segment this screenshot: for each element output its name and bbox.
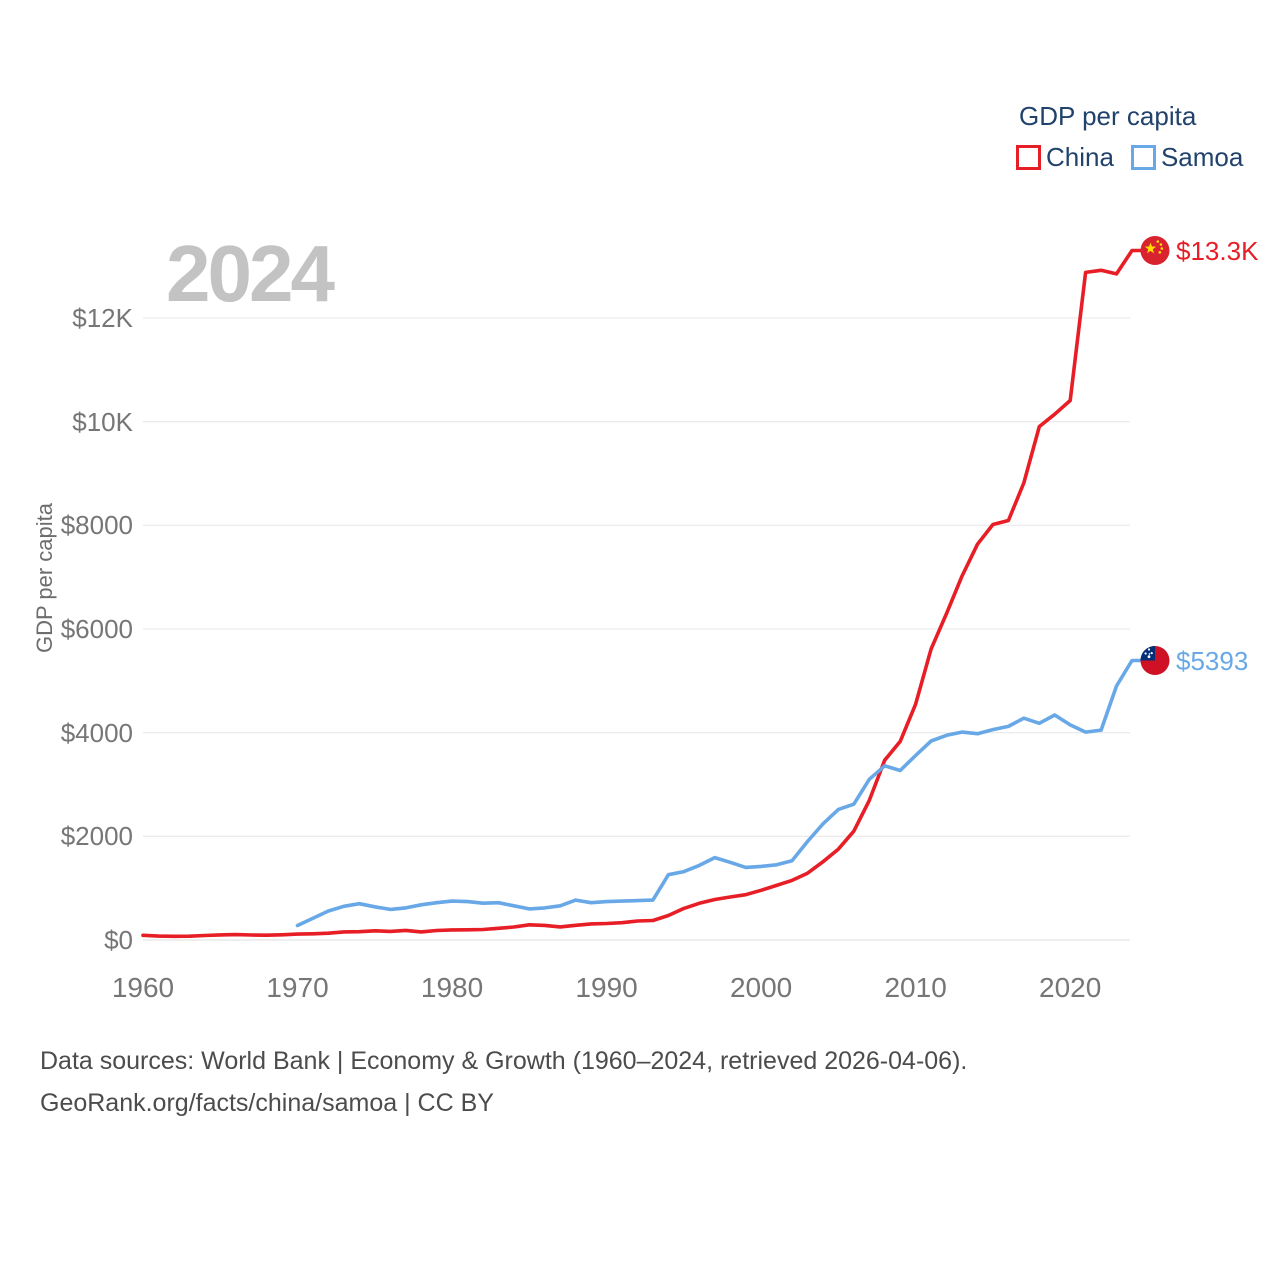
legend-label-samoa: Samoa	[1160, 142, 1244, 172]
x-tick-2010: 2010	[884, 972, 947, 1003]
china-line[interactable]	[141, 248, 1149, 939]
x-tick-2020: 2020	[1039, 972, 1102, 1003]
china-swatch-icon	[1016, 145, 1041, 170]
samoa-line[interactable]	[295, 658, 1149, 928]
y-tick-10k: $10K	[72, 406, 133, 437]
legend-title: GDP per capita	[1019, 101, 1197, 131]
x-tick-1990: 1990	[575, 972, 638, 1003]
china-flag-icon	[1140, 236, 1170, 265]
y-tick-8000: $8000	[60, 510, 133, 541]
samoa-flag-icon	[1140, 646, 1170, 675]
legend-item-china[interactable]: China	[1016, 142, 1114, 173]
y-tick-2000: $2000	[60, 821, 133, 852]
y-tick-4000: $4000	[60, 717, 133, 748]
samoa-end-value-label: $5393	[1176, 646, 1249, 676]
x-tick-2000: 2000	[729, 972, 793, 1003]
legend-label-china: China	[1046, 142, 1114, 172]
attribution-text: GeoRank.org/facts/china/samoa | CC BY	[40, 1089, 494, 1117]
china-end-value-label: $13.3K	[1176, 236, 1259, 266]
year-watermark: 2024	[166, 229, 335, 318]
data-sources-text: Data sources: World Bank | Economy & Gro…	[40, 1047, 968, 1075]
x-tick-1970: 1970	[266, 972, 329, 1003]
x-tick-1960: 1960	[111, 972, 175, 1003]
legend-item-samoa[interactable]: Samoa	[1130, 142, 1244, 173]
legend: China Samoa	[1016, 142, 1243, 173]
x-tick-1980: 1980	[420, 972, 484, 1003]
y-tick-12k: $12K	[72, 303, 133, 333]
y-tick-6000: $6000	[60, 614, 133, 644]
y-tick-0: $0	[104, 925, 133, 955]
samoa-swatch-icon	[1130, 145, 1156, 170]
